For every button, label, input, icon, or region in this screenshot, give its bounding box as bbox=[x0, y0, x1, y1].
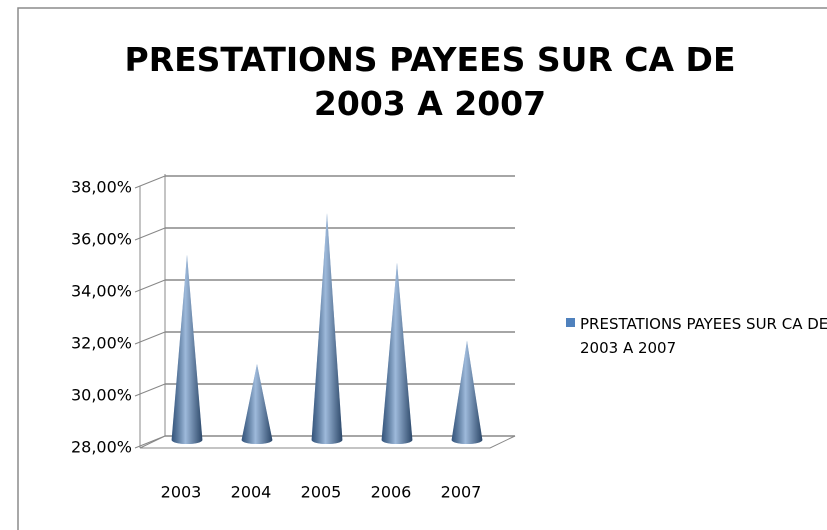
cone-shade bbox=[241, 364, 273, 444]
grid-line-side bbox=[134, 279, 166, 293]
cone-shade bbox=[311, 213, 343, 444]
x-tick-label: 2007 bbox=[441, 483, 482, 502]
cone-shade bbox=[451, 340, 483, 444]
grid-line-side bbox=[134, 383, 166, 397]
y-tick-label: 34,00% bbox=[71, 282, 132, 301]
y-tick-label: 38,00% bbox=[71, 178, 132, 197]
legend-label: PRESTATIONS PAYEES SUR CA DE 2003 A 2007 bbox=[580, 315, 827, 357]
legend-swatch bbox=[566, 318, 575, 327]
cone-shade bbox=[381, 262, 413, 444]
cone-shade bbox=[171, 254, 203, 444]
x-tick-label: 2005 bbox=[301, 483, 342, 502]
y-tick-label: 28,00% bbox=[71, 438, 132, 457]
x-tick-label: 2004 bbox=[231, 483, 272, 502]
y-tick-label: 32,00% bbox=[71, 334, 132, 353]
y-tick-label: 36,00% bbox=[71, 230, 132, 249]
grid-line-side bbox=[134, 227, 166, 241]
grid-line-side bbox=[134, 331, 166, 345]
grid-line-side bbox=[134, 175, 166, 189]
x-tick-label: 2006 bbox=[371, 483, 412, 502]
grid-line-side bbox=[134, 435, 166, 449]
chart-title: PRESTATIONS PAYEES SUR CA DE 2003 A 2007 bbox=[124, 40, 736, 123]
y-tick-label: 30,00% bbox=[71, 386, 132, 405]
x-tick-label: 2003 bbox=[161, 483, 202, 502]
